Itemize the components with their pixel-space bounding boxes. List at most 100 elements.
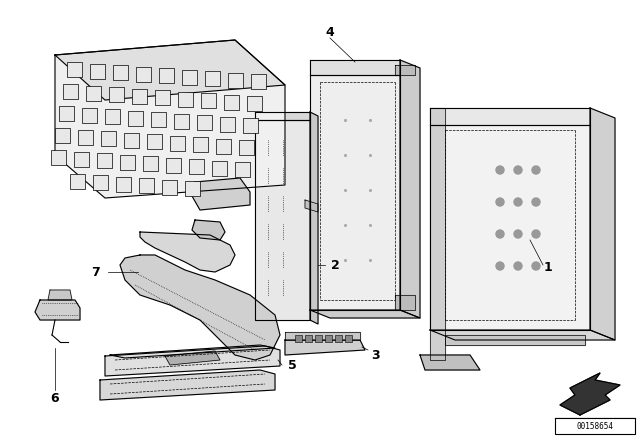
Bar <box>139 178 154 193</box>
Bar <box>147 134 162 149</box>
Polygon shape <box>590 108 615 340</box>
Bar <box>136 66 151 82</box>
Polygon shape <box>285 340 365 355</box>
Polygon shape <box>35 300 80 320</box>
Polygon shape <box>255 120 310 320</box>
Polygon shape <box>395 65 415 75</box>
Bar <box>113 65 128 80</box>
Text: 5: 5 <box>287 358 296 371</box>
Polygon shape <box>105 346 280 376</box>
Text: 3: 3 <box>371 349 380 362</box>
Polygon shape <box>310 75 400 310</box>
Polygon shape <box>430 108 590 125</box>
Bar <box>189 159 204 174</box>
Polygon shape <box>445 335 585 345</box>
Bar <box>185 181 200 196</box>
Bar <box>216 138 231 154</box>
Polygon shape <box>305 200 318 212</box>
Text: 00158654: 00158654 <box>577 422 614 431</box>
Bar <box>224 95 239 109</box>
Polygon shape <box>140 232 235 272</box>
Bar <box>228 73 243 87</box>
Polygon shape <box>310 112 318 324</box>
Bar <box>178 91 193 107</box>
Bar <box>305 335 312 342</box>
Circle shape <box>514 198 522 206</box>
Bar <box>63 84 78 99</box>
Bar <box>143 156 158 171</box>
Bar <box>109 87 124 102</box>
Circle shape <box>496 262 504 270</box>
Polygon shape <box>110 345 275 358</box>
Bar <box>101 131 116 146</box>
Bar <box>345 335 352 342</box>
Bar <box>243 118 258 133</box>
Bar <box>315 335 322 342</box>
Polygon shape <box>55 40 285 198</box>
Polygon shape <box>430 330 615 340</box>
Circle shape <box>514 262 522 270</box>
Polygon shape <box>120 255 280 360</box>
Circle shape <box>514 230 522 238</box>
Polygon shape <box>560 373 620 415</box>
Circle shape <box>532 166 540 174</box>
Bar <box>220 116 235 132</box>
Bar <box>174 113 189 129</box>
Bar <box>295 335 302 342</box>
Bar <box>120 155 135 169</box>
Bar <box>239 140 254 155</box>
Bar <box>182 69 197 85</box>
Text: 4: 4 <box>326 26 334 39</box>
Bar <box>170 135 185 151</box>
Text: 2: 2 <box>331 258 339 271</box>
Circle shape <box>532 230 540 238</box>
Bar <box>555 418 635 434</box>
Bar <box>67 62 82 77</box>
Polygon shape <box>192 178 250 210</box>
Bar <box>159 68 174 83</box>
Polygon shape <box>430 108 445 360</box>
Circle shape <box>496 166 504 174</box>
Bar <box>78 129 93 145</box>
Bar <box>105 109 120 124</box>
Text: 1: 1 <box>543 260 552 273</box>
Bar <box>151 112 166 127</box>
Bar <box>325 335 332 342</box>
Bar <box>247 96 262 111</box>
Text: 6: 6 <box>51 392 60 405</box>
Bar <box>74 151 89 167</box>
Polygon shape <box>255 112 310 120</box>
Bar <box>116 177 131 191</box>
Polygon shape <box>395 295 415 310</box>
Circle shape <box>514 166 522 174</box>
Polygon shape <box>48 290 72 300</box>
Circle shape <box>496 230 504 238</box>
Polygon shape <box>310 60 400 75</box>
Bar <box>212 160 227 176</box>
Polygon shape <box>430 125 590 330</box>
Bar <box>205 71 220 86</box>
Circle shape <box>532 262 540 270</box>
Polygon shape <box>310 310 420 318</box>
Polygon shape <box>285 332 360 340</box>
Polygon shape <box>192 220 225 240</box>
Bar <box>132 89 147 103</box>
Bar <box>97 153 112 168</box>
Polygon shape <box>55 40 285 100</box>
Polygon shape <box>165 351 220 365</box>
Bar <box>70 173 85 189</box>
Bar <box>201 93 216 108</box>
Circle shape <box>532 198 540 206</box>
Bar <box>55 128 70 143</box>
Polygon shape <box>100 370 275 400</box>
Bar <box>251 74 266 89</box>
Bar <box>335 335 342 342</box>
Polygon shape <box>400 60 420 318</box>
Bar <box>86 86 101 100</box>
Bar <box>93 175 108 190</box>
Bar <box>51 150 66 165</box>
Text: 7: 7 <box>91 266 99 279</box>
Bar <box>155 90 170 105</box>
Bar <box>235 162 250 177</box>
Bar <box>124 133 139 147</box>
